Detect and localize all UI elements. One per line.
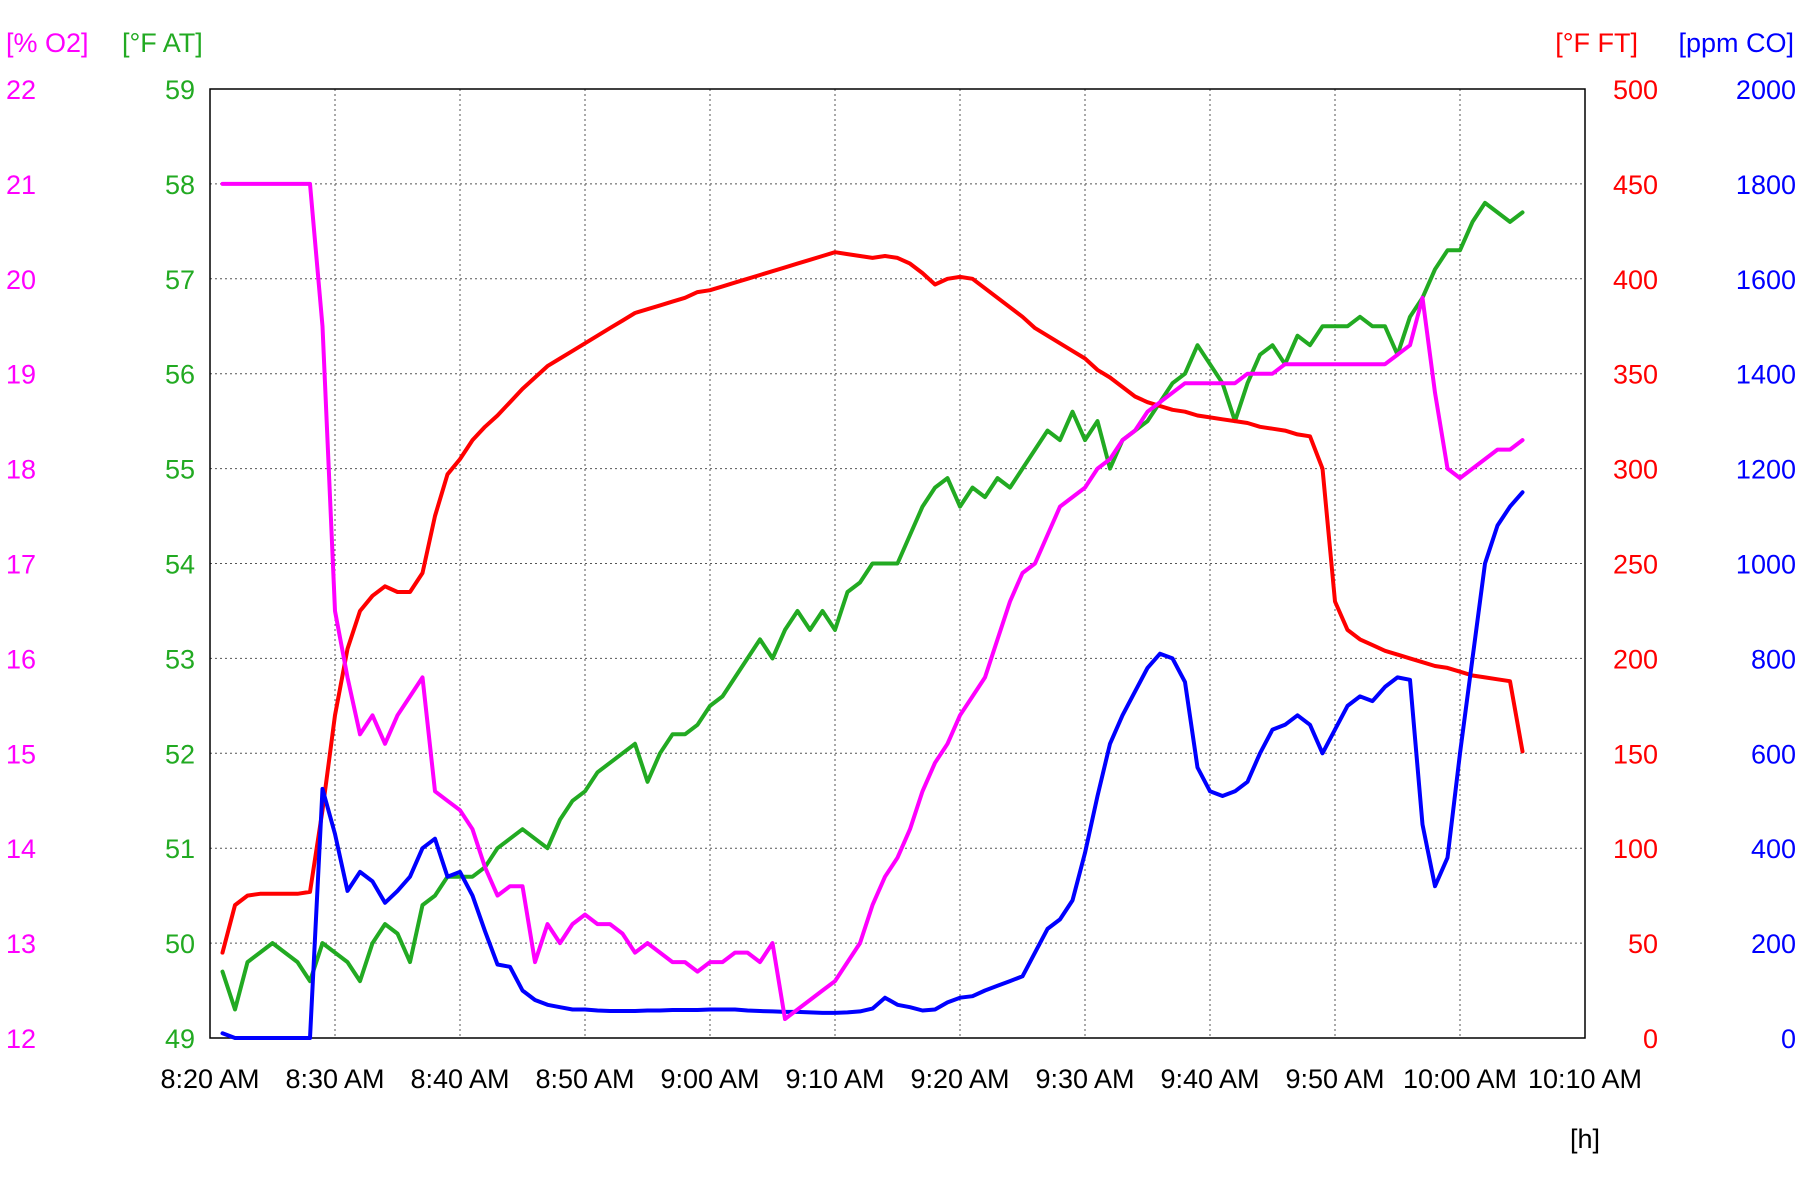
x-tick-label: 9:00 AM <box>660 1064 759 1094</box>
at-tick-label: 50 <box>165 929 195 959</box>
at-tick-label: 49 <box>165 1024 195 1054</box>
at-axis-label: [°F AT] <box>122 28 203 58</box>
o2-tick-label: 22 <box>6 75 36 105</box>
ft-tick-label: 100 <box>1613 834 1658 864</box>
o2-tick-label: 12 <box>6 1024 36 1054</box>
co-tick-label: 1800 <box>1736 170 1796 200</box>
co-tick-label: 600 <box>1751 739 1796 769</box>
co-tick-label: 0 <box>1781 1024 1796 1054</box>
ft-tick-label: 500 <box>1613 75 1658 105</box>
x-tick-label: 9:20 AM <box>910 1064 1009 1094</box>
at-tick-label: 58 <box>165 170 195 200</box>
ft-tick-label: 50 <box>1628 929 1658 959</box>
at-tick-label: 56 <box>165 360 195 390</box>
co-tick-label: 2000 <box>1736 75 1796 105</box>
co-tick-label: 800 <box>1751 644 1796 674</box>
x-tick-label: 8:50 AM <box>535 1064 634 1094</box>
tick-labels: 12 13 14 15 16 17 18 19 20 21 22 49 50 51 52 53 54 55 56 57… <box>6 75 1796 1094</box>
ft-tick-label: 450 <box>1613 170 1658 200</box>
at-series-line <box>220 200 1525 1012</box>
x-tick-label: 9:30 AM <box>1035 1064 1134 1094</box>
ft-tick-label: 200 <box>1613 644 1658 674</box>
o2-tick-label: 15 <box>6 739 36 769</box>
x-tick-label: 10:10 AM <box>1528 1064 1642 1094</box>
at-tick-label: 54 <box>165 550 195 580</box>
at-tick-label: 57 <box>165 265 195 295</box>
co-tick-label: 200 <box>1751 929 1796 959</box>
co-tick-label: 400 <box>1751 834 1796 864</box>
o2-tick-label: 21 <box>6 170 36 200</box>
co-axis-label: [ppm CO] <box>1678 28 1794 58</box>
o2-tick-label: 16 <box>6 644 36 674</box>
plot-frame <box>209 88 1586 1039</box>
o2-tick-label: 20 <box>6 265 36 295</box>
x-tick-label: 9:40 AM <box>1160 1064 1259 1094</box>
co-tick-label: 1400 <box>1736 360 1796 390</box>
x-tick-label: 9:10 AM <box>785 1064 884 1094</box>
o2-tick-label: 17 <box>6 550 36 580</box>
o2-tick-label: 18 <box>6 455 36 485</box>
ft-tick-label: 400 <box>1613 265 1658 295</box>
o2-axis-label: [% O2] <box>6 28 89 58</box>
ft-axis-label: [°F FT] <box>1555 28 1638 58</box>
x-tick-label: 8:40 AM <box>410 1064 509 1094</box>
o2-tick-label: 19 <box>6 360 36 390</box>
ft-tick-label: 150 <box>1613 739 1658 769</box>
x-axis-unit-label: [h] <box>1570 1124 1600 1154</box>
ft-series-line <box>220 250 1525 955</box>
co-tick-label: 1600 <box>1736 265 1796 295</box>
x-tick-label: 8:30 AM <box>285 1064 384 1094</box>
ft-tick-label: 300 <box>1613 455 1658 485</box>
at-tick-label: 59 <box>165 75 195 105</box>
ft-tick-label: 350 <box>1613 360 1658 390</box>
co-series-line <box>220 490 1525 1040</box>
o2-tick-label: 14 <box>6 834 36 864</box>
ft-tick-label: 250 <box>1613 550 1658 580</box>
x-tick-label: 8:20 AM <box>160 1064 259 1094</box>
at-tick-label: 55 <box>165 455 195 485</box>
at-tick-label: 52 <box>165 739 195 769</box>
grid <box>210 89 1585 1038</box>
x-tick-label: 10:00 AM <box>1403 1064 1517 1094</box>
x-tick-label: 9:50 AM <box>1285 1064 1384 1094</box>
series-group <box>220 181 1525 1040</box>
co-tick-label: 1000 <box>1736 550 1796 580</box>
co-tick-label: 1200 <box>1736 455 1796 485</box>
ft-tick-label: 0 <box>1643 1024 1658 1054</box>
at-tick-label: 51 <box>165 834 195 864</box>
at-tick-label: 53 <box>165 644 195 674</box>
o2-series-line <box>220 181 1525 1021</box>
o2-tick-label: 13 <box>6 929 36 959</box>
